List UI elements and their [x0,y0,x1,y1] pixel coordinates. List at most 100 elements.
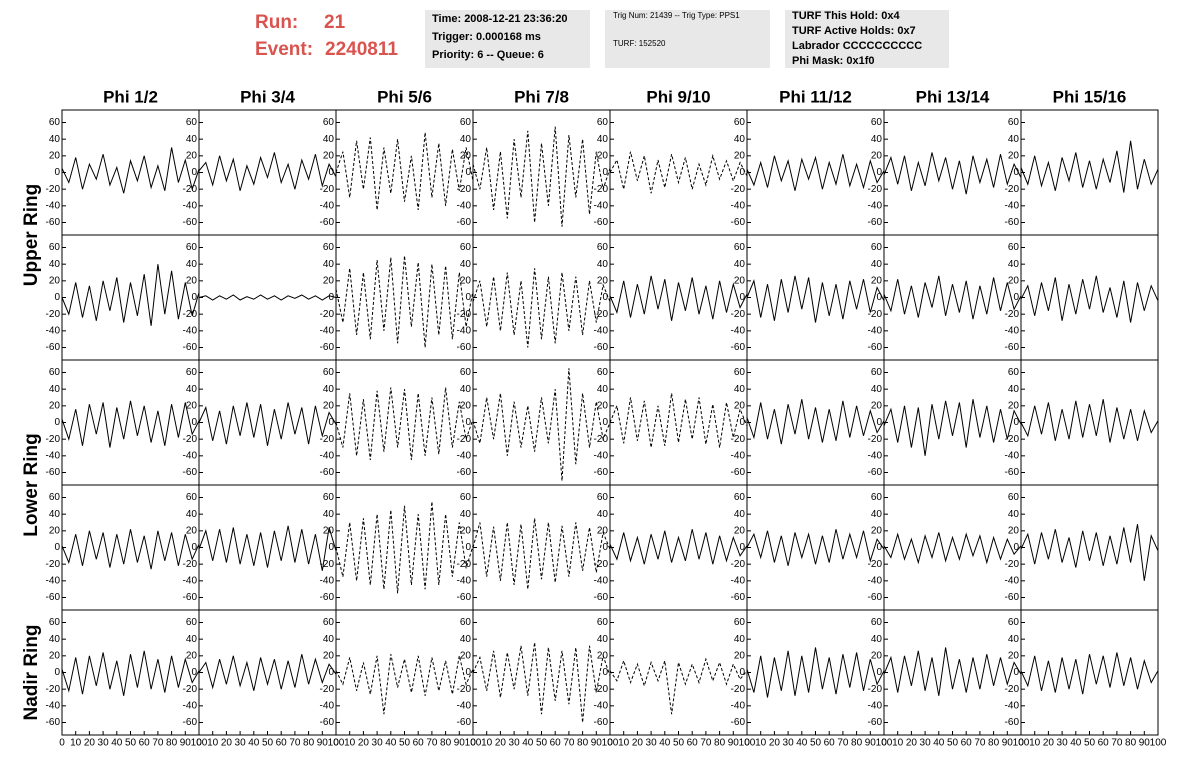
x-tick-label: 70 [563,738,575,749]
y-tick-label: -60 [320,592,335,603]
y-tick-label: -20 [1005,184,1020,195]
y-tick-label: -60 [731,592,746,603]
y-tick-label: 60 [323,117,335,128]
y-tick-label: -60 [457,467,472,478]
y-tick-label: 40 [871,509,883,520]
y-tick-label: 20 [734,150,746,161]
info-line: Trig Num: 21439 -- Trig Type: PPS1 [613,11,740,20]
y-tick-label: -20 [183,434,198,445]
y-tick-label: 40 [734,384,746,395]
x-tick-label: 70 [426,738,438,749]
waveform [472,518,611,590]
y-tick-label: -20 [1005,684,1020,695]
y-tick-label: -60 [46,467,61,478]
y-tick-label: -20 [594,309,609,320]
x-tick-label: 40 [111,738,123,749]
waveform [609,529,748,565]
y-tick-label: -60 [1005,592,1020,603]
y-tick-label: -20 [868,184,883,195]
event-label: Event: [255,39,313,60]
y-tick-label: -40 [320,700,335,711]
y-tick-label: -40 [594,450,609,461]
x-tick-label: 90 [865,738,877,749]
y-tick-label: 60 [323,242,335,253]
y-tick-label: -40 [731,575,746,586]
y-tick-label: 20 [323,150,335,161]
y-tick-label: 60 [597,242,609,253]
y-tick-label: 60 [871,617,883,628]
y-tick-label: -40 [320,325,335,336]
y-tick-label: -20 [1005,434,1020,445]
y-tick-label: 0 [739,292,745,303]
y-tick-label: 0 [191,292,197,303]
y-tick-label: 40 [734,634,746,645]
x-tick-label: 60 [276,738,288,749]
x-tick-label: 40 [248,738,260,749]
x-tick-label: 80 [440,738,452,749]
y-tick-label: 60 [871,117,883,128]
x-tick-label: 30 [98,738,110,749]
y-tick-label: 20 [460,525,472,536]
y-tick-label: 60 [1008,492,1020,503]
y-tick-label: 60 [186,117,198,128]
y-tick-label: -60 [457,717,472,728]
y-tick-label: 60 [734,367,746,378]
y-tick-label: 20 [871,650,883,661]
y-tick-label: 0 [739,167,745,178]
y-tick-label: -40 [183,325,198,336]
y-tick-label: 60 [460,367,472,378]
x-tick-label: 30 [509,738,521,749]
y-tick-label: -40 [731,450,746,461]
y-tick-label: -60 [1005,217,1020,228]
y-tick-label: -20 [183,684,198,695]
waveform [61,264,200,326]
y-tick-label: 0 [328,667,334,678]
column-title: Phi 1/2 [103,87,158,106]
x-tick-label: 70 [289,738,301,749]
y-tick-label: 60 [871,242,883,253]
y-tick-label: 20 [49,525,61,536]
y-tick-label: -60 [594,717,609,728]
y-tick-label: 0 [328,167,334,178]
x-tick-label: 100 [1150,738,1167,749]
y-tick-label: 0 [328,292,334,303]
y-tick-label: 0 [876,542,882,553]
y-tick-label: 40 [597,134,609,145]
waveform [746,399,885,445]
y-tick-label: -60 [457,592,472,603]
info-line: TURF Active Holds: 0x7 [792,25,916,37]
y-tick-label: -20 [320,434,335,445]
y-tick-label: -20 [183,559,198,570]
y-tick-label: 60 [871,367,883,378]
y-tick-label: -20 [457,559,472,570]
y-tick-label: 40 [186,509,198,520]
y-tick-label: 0 [602,167,608,178]
y-tick-label: -20 [320,559,335,570]
y-tick-label: 20 [734,525,746,536]
y-tick-label: 0 [1013,417,1019,428]
y-tick-label: -40 [46,325,61,336]
x-tick-label: 10 [618,738,630,749]
y-tick-label: 40 [49,134,61,145]
y-tick-label: 20 [323,525,335,536]
y-tick-label: -20 [457,309,472,320]
y-tick-label: -40 [1005,200,1020,211]
y-tick-label: 20 [49,650,61,661]
y-tick-label: 0 [739,667,745,678]
run-label: Run: [255,12,298,33]
y-tick-label: -40 [731,200,746,211]
x-tick-label: 60 [961,738,973,749]
x-tick-label: 0 [1018,738,1024,749]
y-tick-label: 40 [597,634,609,645]
y-tick-label: 0 [191,542,197,553]
waveform [198,152,337,191]
y-tick-label: -20 [594,434,609,445]
y-tick-label: 40 [871,134,883,145]
y-tick-label: 0 [602,292,608,303]
y-tick-label: -60 [868,717,883,728]
y-tick-label: -40 [1005,700,1020,711]
y-tick-label: 60 [871,492,883,503]
column-title: Phi 3/4 [240,87,295,106]
waveform [883,399,1022,456]
waveform [61,147,200,194]
